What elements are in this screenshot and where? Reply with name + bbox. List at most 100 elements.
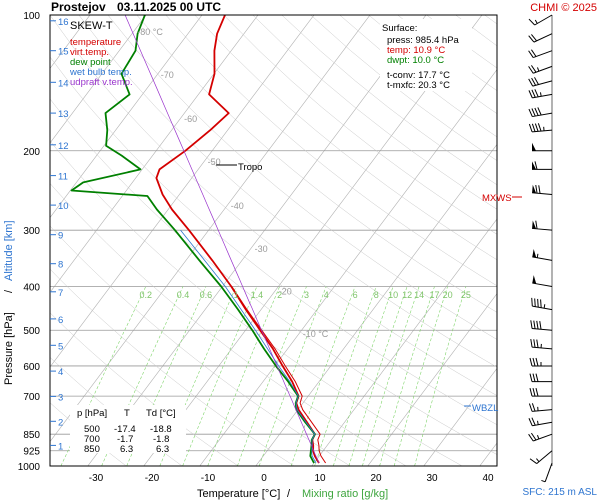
x-tick-label: -20 (145, 473, 160, 484)
legend-wet-bulb: wet bulb temp. (69, 67, 132, 78)
wind-barb (532, 249, 553, 261)
y-tick-label: 400 (23, 283, 40, 294)
x-tick-label: 30 (426, 473, 438, 484)
mxws-label: MXWS (482, 193, 512, 204)
wind-barb (528, 33, 553, 43)
table-row-td: 6.3 (156, 444, 169, 455)
mixing-ratio-line (182, 286, 258, 466)
legend-dew-point: dew point (70, 57, 111, 68)
x-tick-label: -10 (201, 473, 216, 484)
isotherm-label: -40 (231, 201, 244, 211)
mixing-ratio-label: 2 (277, 290, 282, 300)
isotherm-line (255, 143, 497, 466)
mixing-ratio-label: 17 (429, 290, 439, 300)
isotherm-line (367, 293, 497, 466)
table-header-t: T (124, 408, 130, 419)
isotherm-label: -20 (279, 286, 292, 296)
y-tick-label: 600 (23, 362, 40, 373)
isotherm-line (50, 15, 259, 293)
isotherm-label: -50 (208, 157, 221, 167)
station-name: Prostejov (51, 0, 106, 14)
mixing-ratio-line (290, 286, 356, 466)
x-tick-label: 0 (261, 473, 267, 484)
altitude-tick-label: 2 (58, 417, 63, 428)
mixing-ratio-label: 0.2 (140, 290, 153, 300)
surface-title: Surface: (382, 23, 417, 34)
legend: SKEW-T temperature virt.temp. dew point … (69, 20, 133, 88)
mixing-ratio-label: 14 (414, 290, 424, 300)
x-tick-labels: -30 -20 -10 0 10 20 30 40 (89, 473, 494, 484)
wind-barb (529, 450, 553, 464)
isotherm-line (50, 15, 147, 144)
isotherm-line (311, 218, 497, 466)
y-tick-label: 500 (23, 326, 40, 337)
dry-adiabat (223, 15, 497, 235)
dry-adiabat (50, 56, 497, 426)
wind-barb (532, 142, 552, 152)
wind-barb (528, 432, 553, 442)
y-tick-labels: 100 200 300 400 500 600 700 850 925 1000 (18, 11, 41, 473)
altitude-tick-label: 9 (58, 231, 63, 242)
table-row-p: 850 (84, 444, 100, 455)
wind-barb (530, 320, 553, 331)
altitude-tick-label: 14 (58, 78, 69, 89)
mixing-ratio-label: 0.6 (200, 290, 213, 300)
table-header-p: p [hPa] (77, 408, 107, 419)
mixing-ratio-line (379, 286, 435, 466)
mixing-ratio-label: 6 (353, 290, 358, 300)
altitude-tick-label: 13 (58, 109, 69, 120)
altitude-tick-label: 4 (58, 367, 63, 378)
altitude-tick-label: 6 (58, 315, 63, 326)
mixing-ratio-label: 0.4 (177, 290, 190, 300)
isotherm-line (87, 15, 427, 466)
wind-barb (528, 403, 553, 412)
y-axis-label-altitude: Altitude [km] (3, 220, 15, 281)
legend-updraft: udpraft v.temp. (70, 77, 133, 88)
legend-title: SKEW-T (70, 20, 113, 32)
isotherm-line (50, 15, 315, 368)
dry-adiabat (194, 15, 497, 261)
altitude-tick-label: 1 (58, 441, 63, 452)
plot-frame (49, 14, 498, 467)
isotherm-label: -10 °C (303, 329, 329, 339)
legend-virt-temp: virt.temp. (70, 47, 109, 58)
dry-adiabat (50, 182, 407, 466)
wind-barb (528, 49, 553, 59)
wind-barb (529, 373, 552, 383)
isotherm-line (50, 15, 371, 443)
y-axis-separator: / (3, 289, 15, 293)
wbzl-label: WBZL (472, 403, 498, 414)
wind-barb (528, 417, 553, 427)
legend-temperature: temperature (70, 37, 121, 48)
credit-link[interactable]: CHMI © 2025 (530, 2, 597, 14)
y-axis-label-group: Pressure [hPa] / Altitude [km] (3, 220, 15, 385)
wind-barb (529, 357, 552, 367)
wind-barb (528, 14, 553, 26)
grid-labels: 0.2 0.4 0.6 1 1.4 2 3 4 6 8 10 12 14 17 20 25 -80 °C -70 -… (137, 27, 471, 339)
dry-adiabat (50, 140, 463, 466)
y-tick-label: 700 (23, 392, 40, 403)
isotherm-line (423, 367, 497, 466)
wind-barb (541, 462, 553, 483)
wind-barb (531, 297, 553, 311)
x-axis-label: Temperature [°C] (197, 488, 280, 500)
isotherm-label: -80 °C (137, 27, 163, 37)
altitude-tick-label: 8 (58, 260, 63, 271)
wind-barb (528, 107, 553, 118)
virtual-temperature-line (231, 286, 327, 464)
dry-adiabat (252, 15, 497, 210)
dry-adiabat (50, 225, 351, 466)
x-tick-label: 40 (482, 473, 494, 484)
altitude-tick-label: 7 (58, 288, 63, 299)
table-row-t: -1.7 (117, 434, 133, 445)
mixing-ratio-label: 10 (388, 290, 398, 300)
x-tick-label: 10 (314, 473, 326, 484)
wind-barb (528, 89, 553, 99)
wind-barbs (528, 14, 553, 483)
altitude-tick-label: 15 (58, 47, 69, 58)
mixing-ratio-label: 12 (402, 290, 412, 300)
mixing-ratio-label: 3 (304, 290, 309, 300)
run-datetime: 03.11.2025 00 UTC (117, 0, 221, 14)
